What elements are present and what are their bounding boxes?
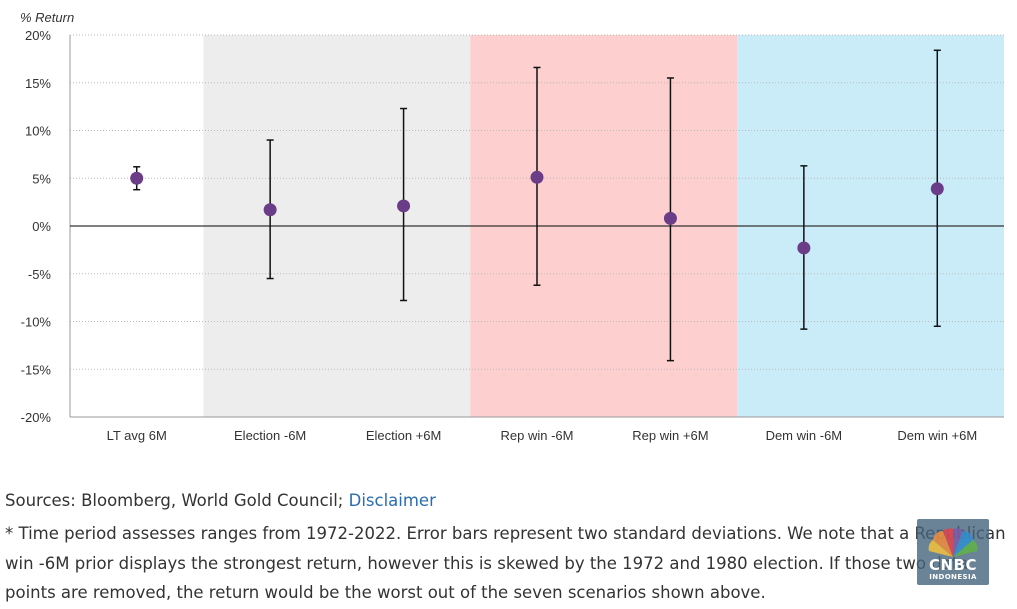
data-point [930,182,944,196]
sources-text: Sources: Bloomberg, World Gold Council; [5,491,349,510]
watermark-sub: INDONESIA [929,573,977,581]
error-bar-chart: % Return 20% 15% 10% 5% 0% -5% -10% -15% -20% LT… [20,10,1004,443]
cnbc-indonesia-logo: CNBC INDONESIA [917,519,989,585]
peacock-icon [928,528,978,557]
x-tick-label: Rep win +6M [632,428,708,443]
y-tick-label: 10% [25,124,51,139]
y-tick-label: -5% [28,267,52,282]
y-tick-label: 5% [32,171,51,186]
footnote: * Time period assesses ranges from 1972-… [5,524,1006,602]
data-marks [130,49,944,362]
data-point [263,203,277,217]
data-point [797,241,811,255]
y-tick-label: 15% [25,76,51,91]
x-tick-label: Dem win +6M [897,428,977,443]
y-tick-label: 20% [25,28,51,43]
data-point [663,211,677,225]
x-tick-label: Election +6M [366,428,442,443]
x-tick-label: Rep win -6M [501,428,574,443]
y-axis-title: % Return [20,10,74,25]
disclaimer-link[interactable]: Disclaimer [348,491,436,510]
watermark-brand: CNBC [928,556,977,574]
y-tick-label: -15% [21,362,52,377]
x-tick-label: Dem win -6M [766,428,843,443]
y-tick-label: 0% [32,219,51,234]
data-point [397,199,411,213]
data-point [530,170,544,184]
y-tick-label: -20% [21,410,52,425]
y-tick-label: -10% [21,315,52,330]
x-tick-label: Election -6M [234,428,306,443]
sources-line: Sources: Bloomberg, World Gold Council; … [5,489,1013,513]
data-point [130,171,144,185]
x-tick-labels: LT avg 6M Election -6M Election +6M Rep win… [107,428,978,443]
x-tick-label: LT avg 6M [107,428,167,443]
y-tick-labels: 20% 15% 10% 5% 0% -5% -10% -15% -20% [21,28,52,425]
